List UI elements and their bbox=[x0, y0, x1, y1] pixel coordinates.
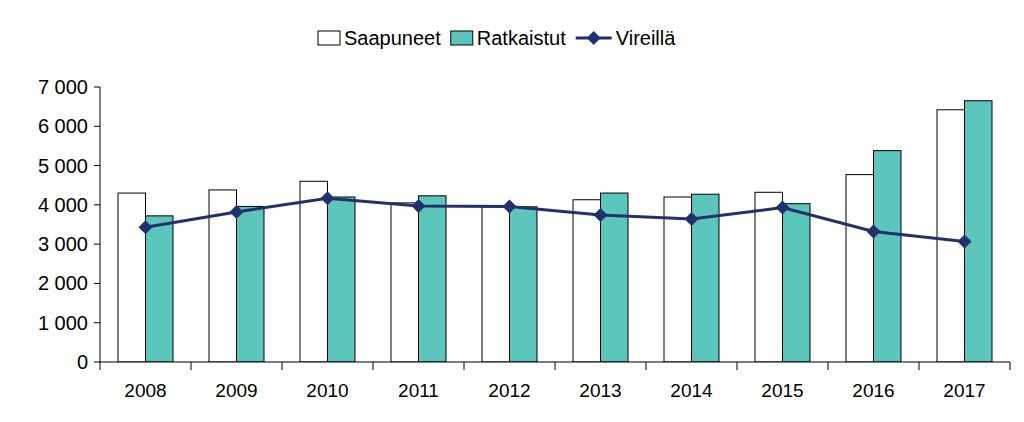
bar bbox=[965, 101, 993, 362]
x-tick-label: 2012 bbox=[488, 380, 530, 401]
x-tick bbox=[373, 362, 374, 370]
bar bbox=[118, 193, 146, 362]
x-tick-label: 2016 bbox=[852, 380, 894, 401]
bar bbox=[783, 204, 811, 362]
marker bbox=[685, 212, 699, 226]
x-tick-label: 2015 bbox=[761, 380, 803, 401]
x-tick-label: 2017 bbox=[943, 380, 985, 401]
bar bbox=[482, 207, 510, 362]
x-tick bbox=[100, 362, 101, 370]
y-tick-label: 3 000 bbox=[38, 233, 88, 255]
marker bbox=[776, 201, 790, 215]
marker bbox=[867, 225, 881, 239]
bar bbox=[300, 181, 328, 362]
y-tick-label: 1 000 bbox=[38, 312, 88, 334]
bar bbox=[391, 203, 419, 362]
x-tick bbox=[737, 362, 738, 370]
x-tick bbox=[555, 362, 556, 370]
y-tick-label: 2 000 bbox=[38, 272, 88, 294]
marker bbox=[321, 191, 335, 205]
legend-label: Saapuneet bbox=[344, 27, 441, 49]
chart: 0 1 000 2 000 3 000 4 000 5 000 6 000 7 000 2008… bbox=[0, 0, 1024, 422]
bar bbox=[146, 216, 174, 362]
bar bbox=[328, 197, 356, 362]
x-tick-label: 2008 bbox=[124, 380, 166, 401]
y-axis bbox=[100, 87, 101, 362]
legend-swatch bbox=[318, 31, 340, 45]
line bbox=[146, 198, 965, 241]
x-tick bbox=[464, 362, 465, 370]
marker bbox=[503, 199, 517, 213]
y-tick-label: 0 bbox=[77, 351, 88, 373]
x-tick-label: 2009 bbox=[215, 380, 257, 401]
legend-swatch bbox=[451, 31, 473, 45]
bar bbox=[874, 151, 902, 362]
y-tick bbox=[94, 126, 100, 127]
legend: Saapuneet Ratkaistut Vireillä bbox=[318, 27, 676, 49]
x-tick bbox=[919, 362, 920, 370]
bar bbox=[846, 175, 874, 362]
y-tick bbox=[94, 244, 100, 245]
bar bbox=[510, 207, 538, 362]
x-tick-label: 2013 bbox=[579, 380, 621, 401]
marker bbox=[594, 208, 608, 222]
x-tick bbox=[828, 362, 829, 370]
x-tick bbox=[191, 362, 192, 370]
legend-marker bbox=[587, 31, 601, 45]
y-tick bbox=[94, 322, 100, 323]
y-tick bbox=[94, 283, 100, 284]
bar bbox=[601, 193, 629, 362]
bar bbox=[237, 206, 265, 362]
y-tick bbox=[94, 362, 100, 363]
bar bbox=[573, 200, 601, 362]
legend-label: Vireillä bbox=[616, 27, 677, 49]
marker bbox=[958, 234, 972, 248]
y-tick-label: 5 000 bbox=[38, 155, 88, 177]
bar bbox=[937, 110, 965, 362]
x-tick bbox=[282, 362, 283, 370]
y-tick bbox=[94, 165, 100, 166]
bar bbox=[755, 192, 783, 362]
bar bbox=[419, 196, 447, 362]
x-tick bbox=[1010, 362, 1011, 370]
x-tick-label: 2011 bbox=[398, 380, 439, 401]
x-tick bbox=[646, 362, 647, 370]
legend-label: Ratkaistut bbox=[477, 27, 566, 49]
marker bbox=[412, 199, 426, 213]
y-tick-label: 7 000 bbox=[38, 76, 88, 98]
x-tick-label: 2014 bbox=[670, 380, 713, 401]
marker bbox=[139, 220, 153, 234]
y-tick-label: 6 000 bbox=[38, 115, 88, 137]
y-tick bbox=[94, 204, 100, 205]
marker bbox=[230, 205, 244, 219]
plot-area bbox=[118, 101, 992, 362]
y-tick-label: 4 000 bbox=[38, 194, 88, 216]
x-tick-label: 2010 bbox=[306, 380, 348, 401]
y-tick bbox=[94, 87, 100, 88]
